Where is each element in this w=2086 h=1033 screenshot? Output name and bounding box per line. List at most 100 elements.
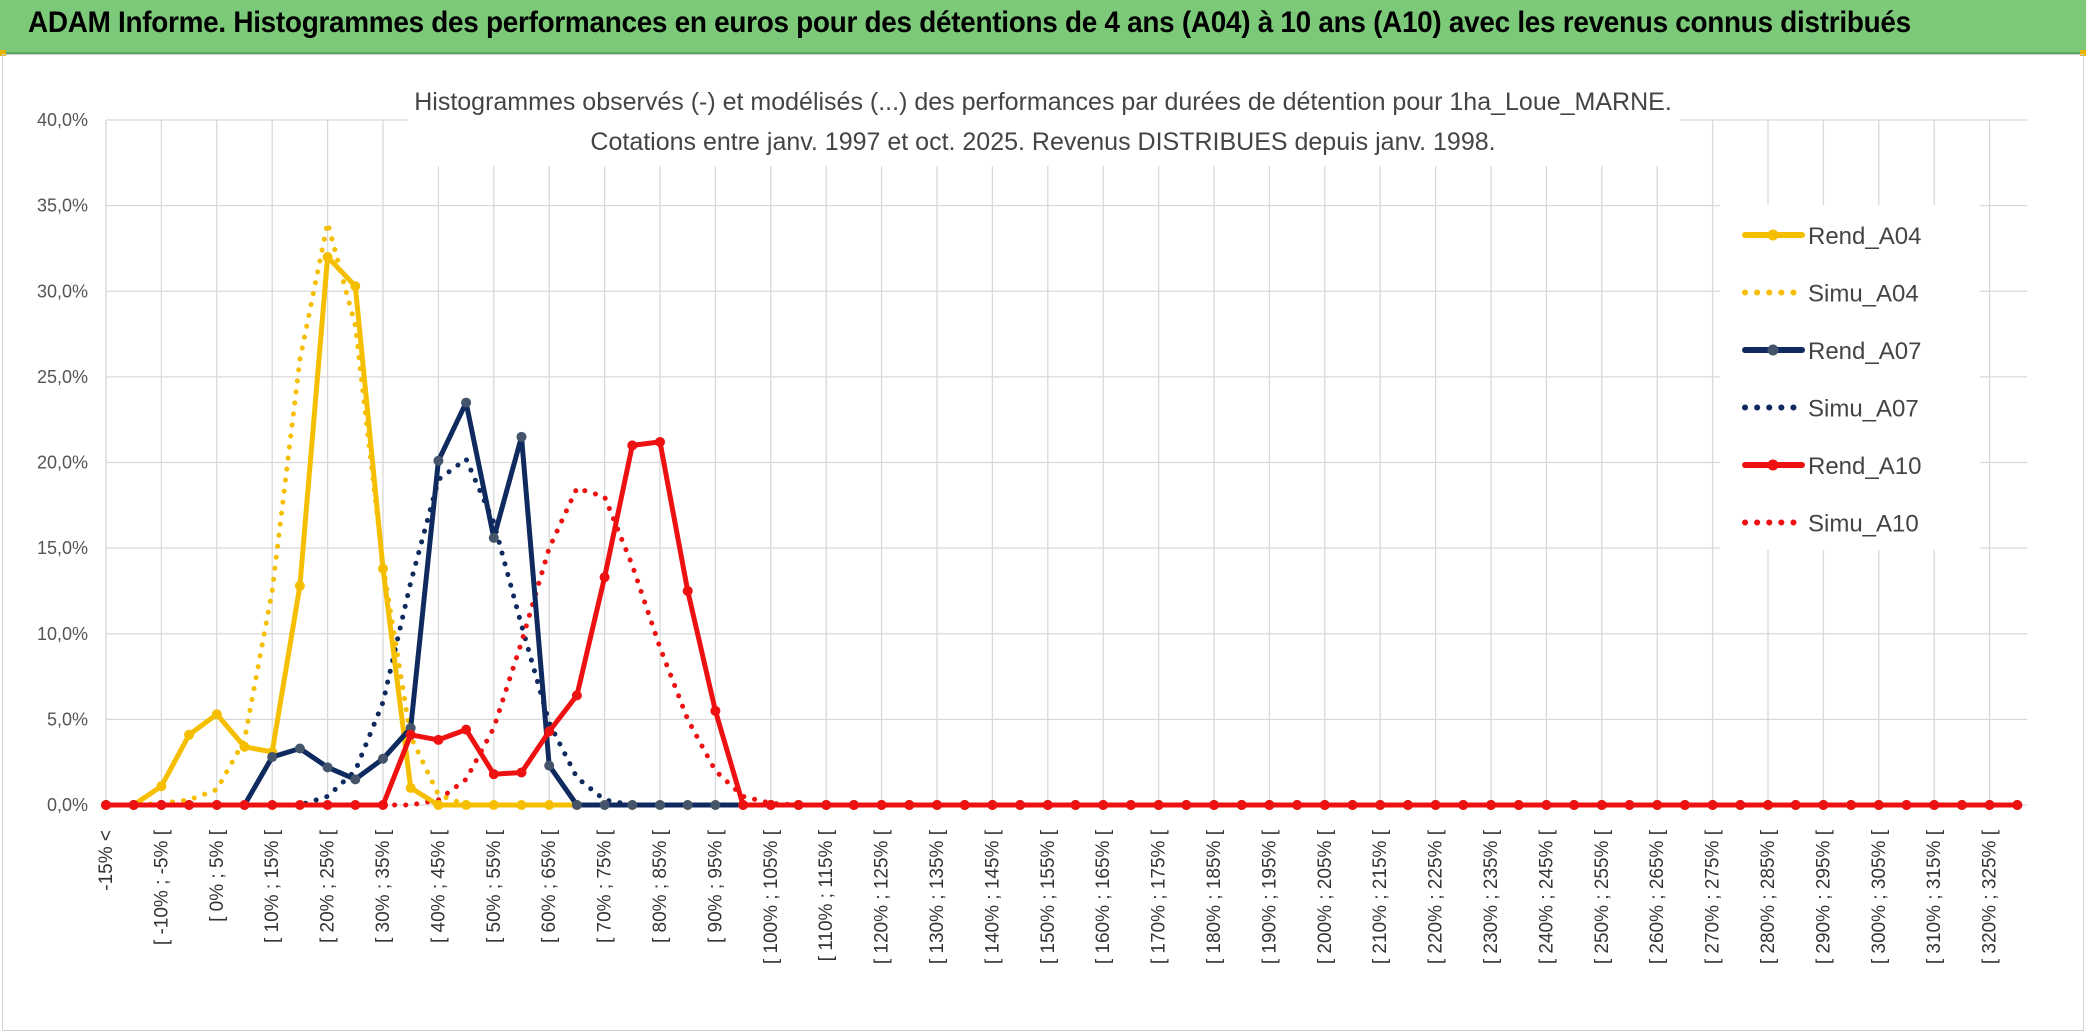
data-point <box>2012 800 2023 810</box>
data-point <box>738 800 749 810</box>
data-point <box>184 800 195 810</box>
x-tick-label: [ 230% ; 235% [ <box>1481 829 1502 964</box>
data-point <box>461 724 472 735</box>
x-tick-label: [ 320% ; 325% [ <box>1980 829 2001 964</box>
data-point <box>876 800 887 810</box>
data-point <box>1319 800 1330 810</box>
data-point <box>516 431 527 442</box>
data-point <box>627 800 638 810</box>
data-point <box>239 741 250 752</box>
data-point <box>433 455 444 466</box>
data-point <box>1790 800 1801 810</box>
data-point <box>1679 800 1690 810</box>
x-tick-label: [ 250% ; 255% [ <box>1592 829 1613 964</box>
y-tick-label: 15,0% <box>37 538 88 558</box>
data-point <box>1846 800 1857 810</box>
data-point <box>1042 800 1053 810</box>
data-point <box>710 705 721 716</box>
data-point <box>516 800 527 810</box>
data-point <box>1209 800 1219 810</box>
legend-marker <box>1767 229 1779 241</box>
x-tick-label: [ 160% ; 165% [ <box>1093 829 1114 964</box>
data-point <box>959 800 970 810</box>
data-point <box>267 800 278 810</box>
data-point <box>405 782 416 793</box>
data-point <box>904 800 915 810</box>
data-point <box>932 800 942 810</box>
data-point <box>1181 800 1192 810</box>
data-point <box>350 281 361 292</box>
x-tick-label: [ 50% ; 55% [ <box>484 829 505 943</box>
y-tick-label: 25,0% <box>37 367 88 387</box>
chart-frame <box>2 54 2084 1031</box>
x-tick-label: [ 150% ; 155% [ <box>1038 829 1059 964</box>
y-tick-label: 0,0% <box>47 795 88 815</box>
data-point <box>1015 800 1026 810</box>
data-point <box>1125 800 1136 810</box>
data-point <box>405 729 416 740</box>
data-point <box>987 800 998 810</box>
data-point <box>1430 800 1441 810</box>
x-tick-label: [ 280% ; 285% [ <box>1758 829 1779 964</box>
series-line-rend-a10 <box>103 439 2020 808</box>
x-tick-label: [ 190% ; 195% [ <box>1259 829 1280 964</box>
data-point <box>1375 800 1386 810</box>
x-tick-label: [ 140% ; 145% [ <box>982 829 1003 964</box>
data-point <box>655 800 665 810</box>
y-axis-ticks: 0,0% 5,0% 10,0% 15,0% 20,0% 25,0% 30,0% 35,0% 40… <box>37 110 88 815</box>
data-point <box>599 572 610 583</box>
data-point <box>156 781 167 792</box>
data-point <box>765 800 776 810</box>
data-point <box>350 774 361 785</box>
data-point <box>544 726 555 737</box>
data-point <box>516 767 527 778</box>
data-point <box>433 734 444 745</box>
data-point <box>1901 800 1912 810</box>
data-point <box>294 800 305 810</box>
report-title: ADAM Informe. Histogrammes des performan… <box>28 6 1911 39</box>
data-point <box>1541 800 1552 810</box>
data-point <box>1569 800 1580 810</box>
data-point <box>1596 800 1607 810</box>
data-point <box>488 800 499 810</box>
data-point <box>599 800 610 810</box>
data-point <box>322 252 333 262</box>
data-point <box>1264 800 1275 810</box>
data-point <box>1236 800 1247 810</box>
legend-label: Simu_A07 <box>1808 396 1919 423</box>
data-point <box>1929 800 1940 810</box>
x-tick-label: [ 120% ; 125% [ <box>872 829 893 964</box>
x-tick-label: [ 70% ; 75% [ <box>595 829 616 943</box>
legend-label: Rend_A10 <box>1808 453 1921 480</box>
x-tick-label: [ 180% ; 185% [ <box>1204 829 1225 964</box>
data-point <box>461 800 472 810</box>
x-tick-label: [ 30% ; 35% [ <box>373 829 394 943</box>
legend-label: Rend_A04 <box>1808 223 1921 250</box>
data-point <box>848 800 859 810</box>
data-point <box>433 800 444 810</box>
data-point <box>267 752 278 763</box>
series-lines <box>101 220 2023 810</box>
data-point <box>1486 800 1496 810</box>
x-tick-label: [ 60% ; 65% [ <box>539 829 560 943</box>
data-point <box>627 440 638 451</box>
x-tick-label: [ 260% ; 265% [ <box>1647 829 1668 964</box>
data-point <box>1763 800 1773 810</box>
data-point <box>682 585 693 596</box>
data-point <box>793 800 804 810</box>
y-tick-label: 40,0% <box>37 110 88 130</box>
legend-label: Rend_A07 <box>1808 338 1921 365</box>
chart-subtitle: Cotations entre janv. 1997 et oct. 2025.… <box>590 128 1495 156</box>
data-point <box>1818 800 1829 810</box>
x-tick-label: -15% < <box>96 830 117 891</box>
chart-title: Histogrammes observés (-) et modélisés (… <box>414 88 1672 116</box>
data-point <box>571 800 582 810</box>
y-tick-label: 35,0% <box>37 196 88 216</box>
data-point <box>488 769 499 780</box>
data-point <box>294 743 305 754</box>
x-tick-label: [ 130% ; 135% [ <box>927 829 948 964</box>
x-tick-label: [ 0% ; 5% [ <box>207 829 228 922</box>
x-tick-label: [ 100% ; 105% [ <box>761 829 782 964</box>
data-point <box>322 762 333 773</box>
data-point <box>544 760 555 771</box>
